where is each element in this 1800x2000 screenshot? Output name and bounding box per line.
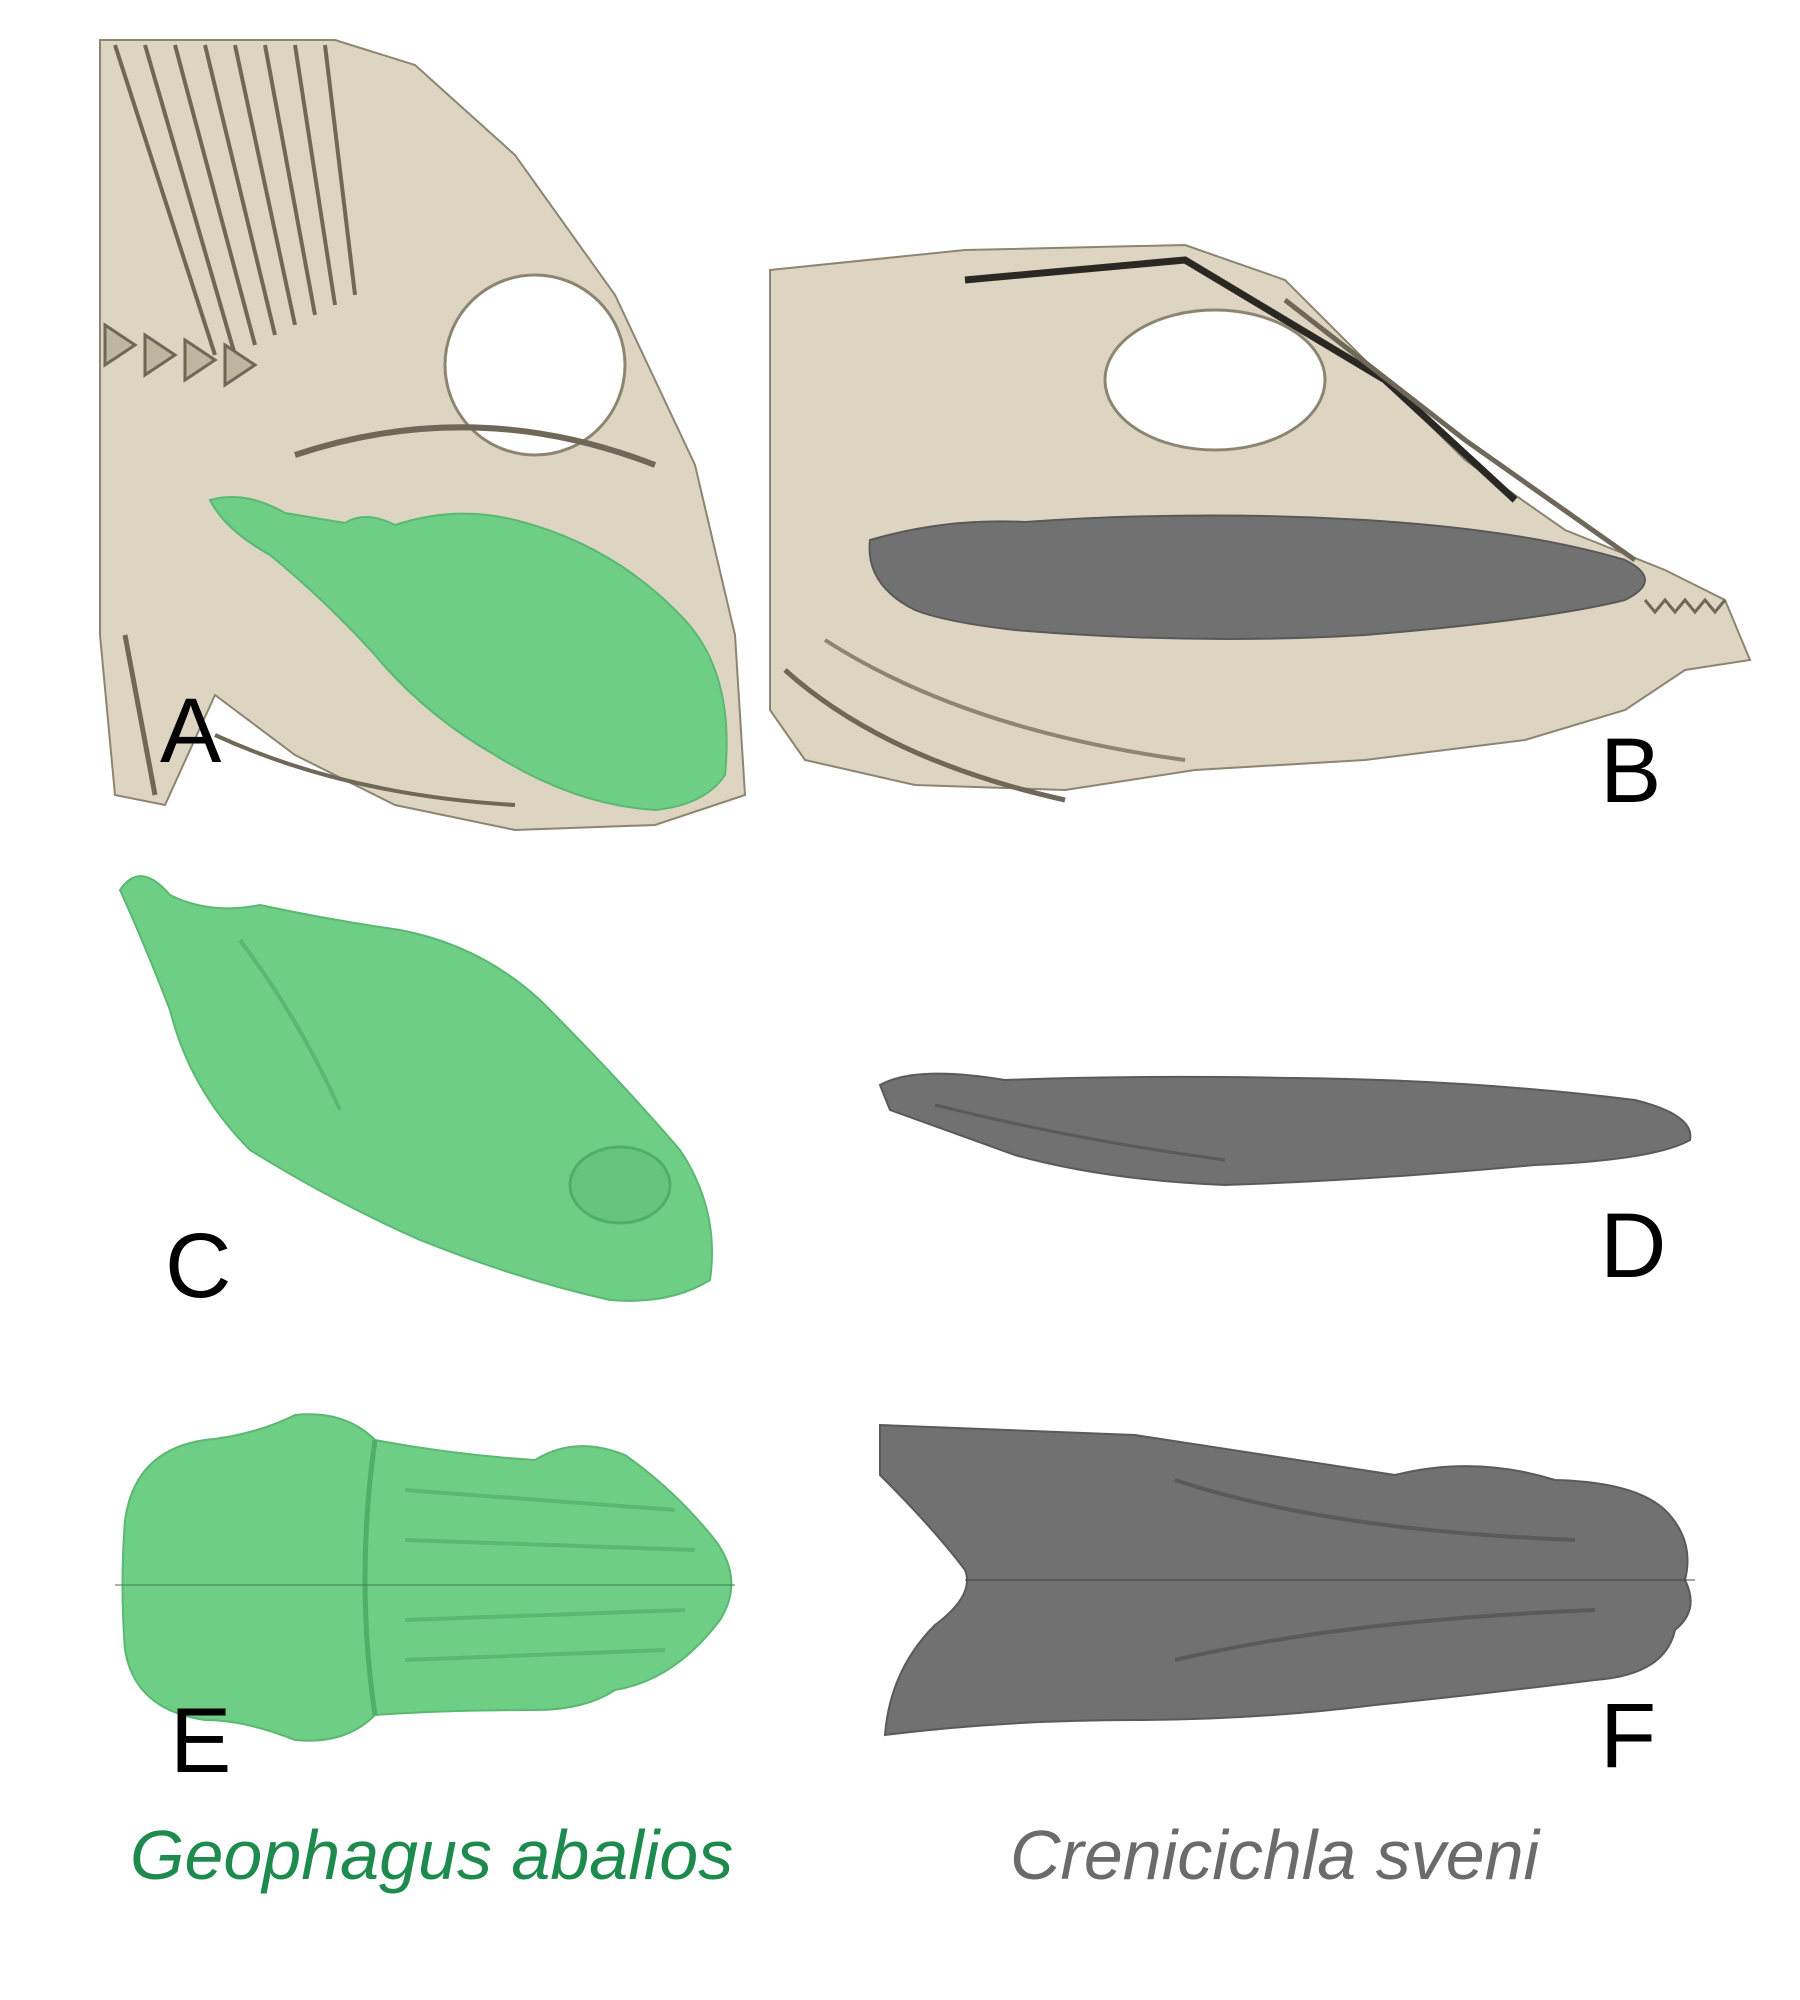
orbit bbox=[1103, 308, 1327, 452]
panel-f-crenicichla-model-dorsal: F bbox=[875, 1420, 1705, 1800]
geophagus-skull-render bbox=[99, 39, 747, 832]
crenicichla-model-lateral-render bbox=[878, 1072, 1692, 1187]
orbit bbox=[443, 273, 627, 457]
panel-d-crenicichla-model-lateral: D bbox=[875, 1060, 1705, 1320]
panel-label-b: B bbox=[1600, 720, 1662, 822]
panel-label-f: F bbox=[1600, 1685, 1657, 1787]
panel-label-d: D bbox=[1600, 1195, 1667, 1297]
species-name-geophagus: Geophagus abalios bbox=[130, 1816, 734, 1894]
panel-e-geophagus-model-dorsal: E bbox=[115, 1410, 745, 1800]
panel-label-e: E bbox=[170, 1690, 232, 1792]
green-pharyngeal-structure bbox=[208, 496, 728, 812]
gray-pharyngeal-structure bbox=[868, 514, 1646, 640]
panel-a-geophagus-skull: A bbox=[95, 35, 755, 835]
geophagus-model-dorsal-render bbox=[115, 1413, 735, 1742]
panel-b-crenicichla-skull: B bbox=[765, 240, 1755, 817]
panel-label-c: C bbox=[165, 1215, 232, 1317]
crenicichla-skull-render bbox=[769, 243, 1752, 803]
species-name-crenicichla: Crenicichla sveni bbox=[1010, 1816, 1540, 1894]
panel-c-geophagus-model-oblique: C bbox=[100, 850, 740, 1320]
crenicichla-model-dorsal-render bbox=[879, 1423, 1695, 1737]
panel-label-a: A bbox=[160, 680, 222, 782]
condyle-bump bbox=[568, 1145, 672, 1225]
geophagus-model-oblique-render bbox=[118, 875, 713, 1302]
